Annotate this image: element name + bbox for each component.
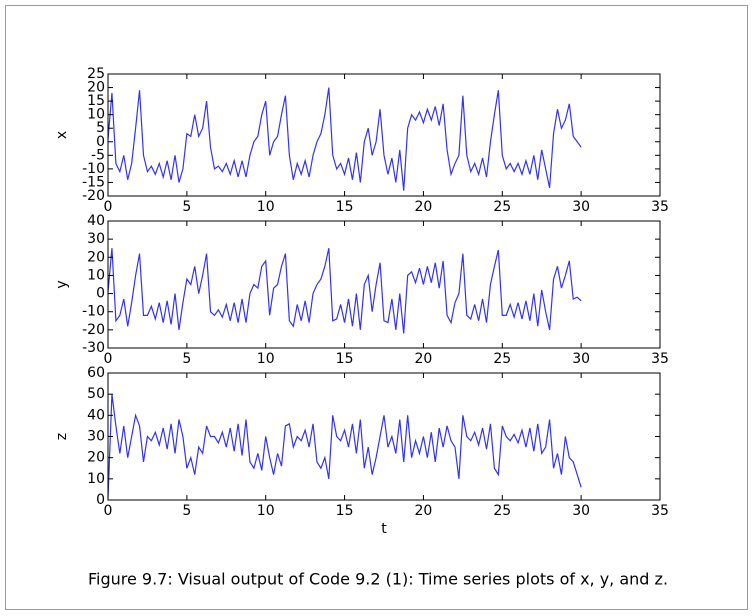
y-tick-label: 0 xyxy=(96,134,105,150)
y-tick-label: 50 xyxy=(87,386,105,402)
y-tick-label: -30 xyxy=(82,340,105,356)
y-axis-label: x xyxy=(54,131,70,139)
x-tick-label: 20 xyxy=(415,351,433,367)
y-tick-label: 10 xyxy=(87,107,105,123)
data-line xyxy=(107,87,582,191)
caption: Figure 9.7: Visual output of Code 9.2 (1… xyxy=(88,570,668,589)
y-tick-label: 30 xyxy=(87,429,105,445)
x-tick-label: 20 xyxy=(415,503,433,519)
x-tick-label: 10 xyxy=(257,351,275,367)
x-tick-label: 10 xyxy=(257,199,275,215)
x-tick-label: 0 xyxy=(104,351,113,367)
y-tick-label: 30 xyxy=(87,231,105,247)
x-tick-label: 25 xyxy=(493,199,511,215)
y-tick-label: 10 xyxy=(87,267,105,283)
y-tick-label: -10 xyxy=(82,161,105,177)
x-tick-label: 30 xyxy=(572,351,590,367)
x-tick-label: 35 xyxy=(651,199,669,215)
y-tick-label: 5 xyxy=(96,120,105,136)
y-tick-label: 0 xyxy=(96,286,105,302)
y-tick-label: -20 xyxy=(82,188,105,204)
y-tick-label: -20 xyxy=(82,322,105,338)
plot-frame xyxy=(107,220,661,349)
y-tick-label: 20 xyxy=(87,249,105,265)
plot-frame xyxy=(107,73,661,197)
x-tick-label: 30 xyxy=(572,199,590,215)
data-line xyxy=(107,394,582,498)
y-tick-label: 40 xyxy=(87,213,105,229)
x-tick-label: 10 xyxy=(257,503,275,519)
x-axis-label: t xyxy=(381,521,387,537)
x-tick-label: 5 xyxy=(182,199,191,215)
x-tick-label: 0 xyxy=(104,503,113,519)
y-tick-label: -5 xyxy=(91,147,105,163)
y-tick-label: -10 xyxy=(82,304,105,320)
x-tick-label: 15 xyxy=(336,199,354,215)
y-tick-label: 0 xyxy=(96,492,105,508)
y-tick-label: 25 xyxy=(87,66,105,82)
y-tick-label: 40 xyxy=(87,407,105,423)
x-tick-label: 35 xyxy=(651,351,669,367)
x-tick-label: 25 xyxy=(493,351,511,367)
y-tick-label: -15 xyxy=(82,174,105,190)
y-axis-label: z xyxy=(54,433,70,440)
y-tick-label: 60 xyxy=(87,365,105,381)
y-axis-label: y xyxy=(54,280,70,288)
y-tick-label: 20 xyxy=(87,450,105,466)
x-tick-label: 35 xyxy=(651,503,669,519)
x-tick-label: 15 xyxy=(336,503,354,519)
data-line xyxy=(107,248,582,334)
figure-border xyxy=(5,5,748,610)
y-tick-label: 10 xyxy=(87,471,105,487)
y-tick-label: 15 xyxy=(87,93,105,109)
x-tick-label: 5 xyxy=(182,351,191,367)
x-tick-label: 15 xyxy=(336,351,354,367)
x-tick-label: 30 xyxy=(572,503,590,519)
x-tick-label: 25 xyxy=(493,503,511,519)
plot-frame xyxy=(107,372,661,501)
x-tick-label: 0 xyxy=(104,199,113,215)
x-tick-label: 5 xyxy=(182,503,191,519)
x-tick-label: 20 xyxy=(415,199,433,215)
y-tick-label: 20 xyxy=(87,80,105,96)
